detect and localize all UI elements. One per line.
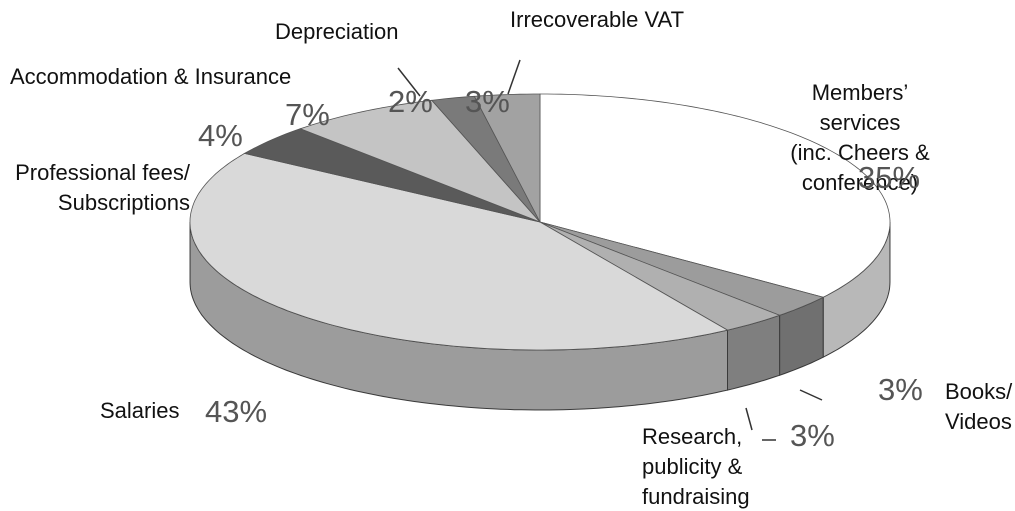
slice bbox=[430, 95, 541, 223]
side-shade bbox=[727, 315, 780, 391]
value-label: 3% bbox=[878, 372, 923, 407]
leader-line bbox=[507, 59, 521, 95]
value-label: 3% bbox=[465, 84, 510, 119]
slice bbox=[539, 93, 891, 298]
slice-label: Depreciation bbox=[275, 19, 399, 44]
slice-label: Books/ Videos bbox=[945, 379, 1013, 434]
leader-line bbox=[397, 67, 421, 97]
slice-label: Irrecoverable VAT bbox=[510, 7, 685, 32]
slice-label: Accommodation & Insurance bbox=[10, 64, 292, 89]
slice-label: Research, publicity & fundraising bbox=[642, 424, 750, 509]
slice bbox=[189, 152, 729, 351]
slice bbox=[539, 221, 825, 316]
slice bbox=[539, 221, 781, 331]
leader-line bbox=[745, 407, 753, 431]
leader-line bbox=[799, 389, 823, 401]
value-label: 4% bbox=[198, 118, 243, 153]
side-shade bbox=[823, 222, 890, 358]
value-label: 3% bbox=[790, 418, 835, 453]
slice bbox=[473, 93, 541, 223]
slice-label: Professional fees/ Subscriptions bbox=[15, 160, 190, 215]
slice-label: Members’ services (inc. Cheers & confere… bbox=[790, 80, 930, 195]
value-label: 35% bbox=[858, 160, 921, 195]
value-label: 43% bbox=[205, 394, 268, 429]
slice bbox=[299, 99, 541, 223]
side-shade bbox=[190, 222, 728, 410]
value-label: 7% bbox=[285, 97, 330, 132]
value-label: 2% bbox=[388, 84, 433, 119]
slice bbox=[243, 128, 541, 223]
side-shade bbox=[779, 297, 824, 376]
slice-label: Salaries bbox=[100, 398, 180, 423]
